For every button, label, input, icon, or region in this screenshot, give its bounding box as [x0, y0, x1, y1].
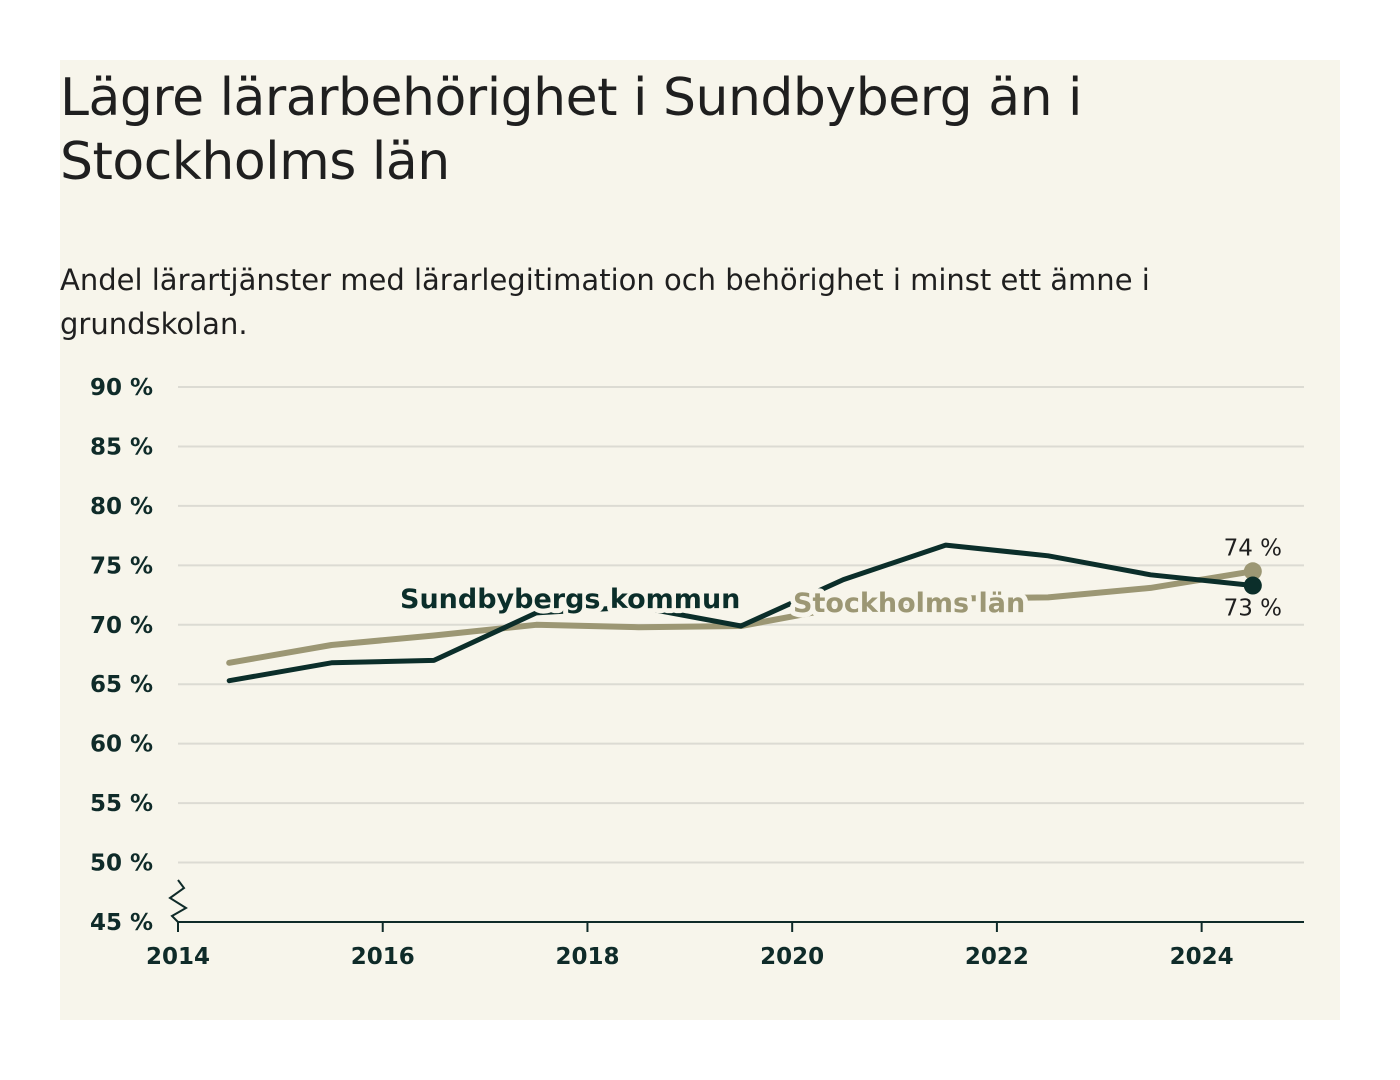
series-label-stockholm: Stockholms län	[793, 588, 1025, 619]
x-tick-label: 2020	[760, 944, 824, 970]
y-tick-label: 75 %	[90, 553, 153, 579]
y-tick-label: 85 %	[90, 434, 153, 460]
y-tick-label: 45 %	[90, 910, 153, 936]
x-axis: 2014 2016 2018 2020 2022 2024	[146, 879, 1304, 970]
x-tick-label: 2016	[351, 944, 415, 970]
x-tick-label: 2024	[1170, 944, 1234, 970]
series-lines	[226, 542, 1262, 684]
chart-title: Lägre lärarbehörighet i Sundbyberg än i …	[60, 68, 1083, 192]
series-end-point	[1243, 562, 1262, 581]
y-tick-label: 70 %	[90, 613, 153, 639]
series-labels: Sundbybergs kommun Stockholms län 74 % 73 %	[395, 535, 1282, 624]
y-axis-tick-labels: 45 % 50 % 55 % 60 % 65 % 70 % 75 % 80 % 85 % 90 %	[90, 375, 153, 936]
series-line-sundbyberg	[226, 542, 1256, 684]
y-tick-label: 65 %	[90, 672, 153, 698]
series-label-sundbyberg: Sundbybergs kommun	[400, 584, 740, 615]
chart-card: Lägre lärarbehörighet i Sundbyberg än i …	[60, 60, 1340, 1020]
x-tick-label: 2014	[146, 944, 210, 970]
series-line-stockholm	[226, 568, 1256, 666]
y-tick-label: 90 %	[90, 375, 153, 401]
chart-subtitle: Andel lärartjänster med lärarlegitimatio…	[60, 263, 1150, 341]
y-tick-label: 55 %	[90, 791, 153, 817]
series-end-point	[1243, 576, 1262, 595]
x-tick-label: 2022	[965, 944, 1029, 970]
y-tick-label: 80 %	[90, 494, 153, 520]
y-tick-label: 50 %	[90, 851, 153, 877]
end-value-label: 73 %	[1224, 596, 1282, 622]
y-axis-break-icon	[168, 879, 188, 923]
y-tick-label: 60 %	[90, 732, 153, 758]
x-tick-label: 2018	[555, 944, 619, 970]
end-value-label: 74 %	[1224, 535, 1282, 561]
grid-lines	[178, 386, 1304, 864]
